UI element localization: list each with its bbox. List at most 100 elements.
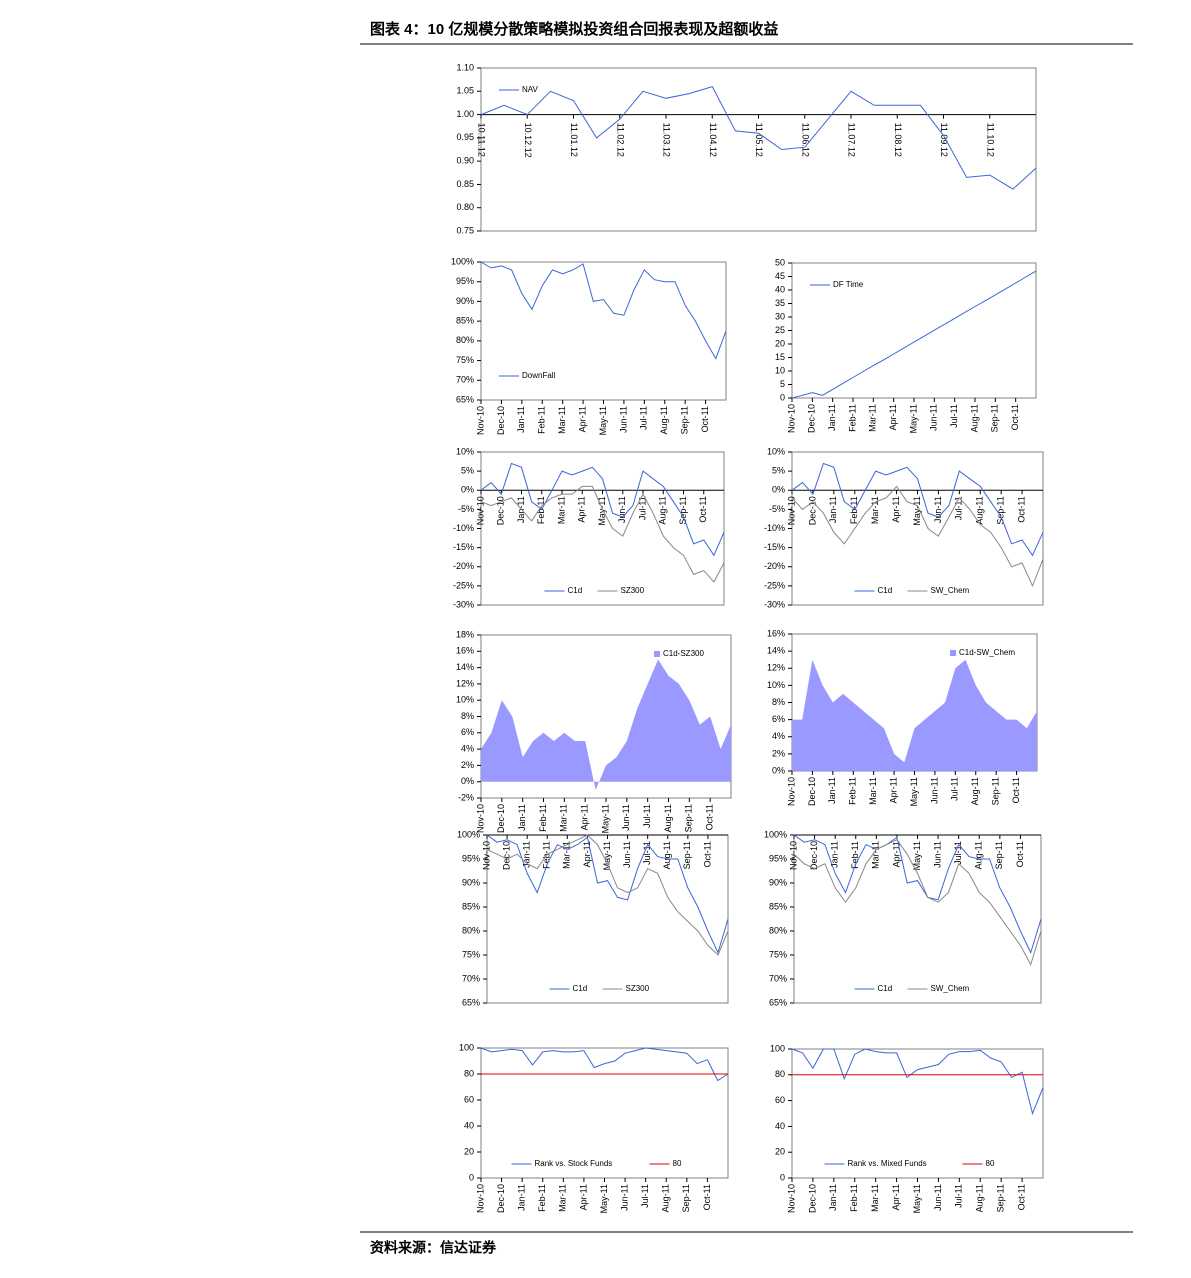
x-tick-label: Jun-11 bbox=[621, 804, 631, 831]
y-tick-label: 18% bbox=[456, 629, 474, 639]
x-tick-label: Jan-11 bbox=[516, 406, 526, 433]
y-tick-label: 85% bbox=[769, 901, 787, 911]
legend-label: C1d bbox=[573, 984, 588, 993]
y-tick-label: 0.90 bbox=[456, 156, 474, 166]
x-tick-label: Dec-10 bbox=[807, 496, 817, 525]
x-tick-label: 11.08.12 bbox=[893, 123, 903, 157]
legend-label: SW_Chem bbox=[931, 984, 970, 993]
x-tick-label: May-11 bbox=[600, 804, 610, 833]
y-tick-label: 80% bbox=[462, 925, 480, 935]
x-tick-label: Jul-11 bbox=[950, 777, 960, 801]
x-tick-label: Nov-10 bbox=[475, 496, 485, 525]
legend-label: SZ300 bbox=[621, 586, 645, 595]
y-tick-label: 0 bbox=[780, 392, 785, 402]
x-tick-label: Oct-11 bbox=[705, 804, 715, 830]
legend-label: C1d-SZ300 bbox=[663, 649, 704, 658]
x-tick-label: May-11 bbox=[599, 1184, 609, 1213]
y-tick-label: 0% bbox=[461, 776, 474, 786]
x-tick-label: May-11 bbox=[912, 841, 922, 870]
y-tick-label: 90% bbox=[456, 296, 474, 306]
y-tick-label: 100% bbox=[457, 829, 480, 839]
x-tick-label: Feb-11 bbox=[848, 777, 858, 805]
y-tick-label: 70% bbox=[462, 973, 480, 983]
y-tick-label: 12% bbox=[456, 678, 474, 688]
y-tick-label: 75% bbox=[769, 949, 787, 959]
x-tick-label: Feb-11 bbox=[847, 404, 857, 432]
y-tick-label: 85% bbox=[456, 316, 474, 326]
y-tick-label: 80% bbox=[456, 335, 474, 345]
x-tick-label: Sep-11 bbox=[678, 496, 688, 524]
y-tick-label: 0 bbox=[780, 1172, 785, 1182]
y-tick-label: 15 bbox=[775, 352, 785, 362]
y-tick-label: 30 bbox=[775, 311, 785, 321]
legend-label: NAV bbox=[522, 85, 539, 94]
y-tick-label: 0% bbox=[772, 485, 785, 495]
y-tick-label: 5% bbox=[772, 466, 785, 476]
y-tick-label: -5% bbox=[769, 504, 785, 514]
x-tick-label: Apr-11 bbox=[891, 1184, 901, 1210]
legend-label: C1d-SW_Chem bbox=[959, 648, 1015, 657]
series-line bbox=[793, 834, 1042, 954]
y-tick-label: 45 bbox=[775, 271, 785, 281]
series-line bbox=[793, 839, 1042, 966]
y-tick-label: 5% bbox=[461, 466, 474, 476]
x-tick-label: Apr-11 bbox=[888, 404, 898, 430]
plot-frame bbox=[791, 262, 1037, 399]
y-tick-label: 1.10 bbox=[456, 62, 474, 72]
legend-label: SZ300 bbox=[626, 984, 650, 993]
x-tick-label: Jul-11 bbox=[639, 406, 649, 430]
series-line bbox=[480, 261, 727, 360]
x-tick-label: Aug-11 bbox=[974, 841, 984, 869]
x-tick-label: Feb-11 bbox=[850, 841, 860, 869]
x-tick-label: May-11 bbox=[602, 841, 612, 870]
y-tick-label: 40 bbox=[775, 284, 785, 294]
x-tick-label: Jul-11 bbox=[640, 1184, 650, 1208]
legend-swatch bbox=[950, 650, 956, 656]
y-tick-label: 1.00 bbox=[456, 109, 474, 119]
legend-label: 80 bbox=[673, 1159, 682, 1168]
x-tick-label: May-11 bbox=[597, 496, 607, 525]
x-tick-label: Apr-11 bbox=[577, 496, 587, 522]
y-tick-label: 16% bbox=[456, 646, 474, 656]
y-tick-label: 80 bbox=[464, 1068, 474, 1078]
y-tick-label: 14% bbox=[456, 662, 474, 672]
x-tick-label: Nov-10 bbox=[786, 404, 796, 433]
y-tick-label: 70% bbox=[456, 375, 474, 385]
y-tick-label: 5 bbox=[780, 379, 785, 389]
x-tick-label: Jun-11 bbox=[617, 496, 627, 523]
source-note: 资料来源：信达证券 bbox=[370, 1240, 497, 1256]
x-tick-label: Nov-10 bbox=[475, 406, 485, 435]
x-tick-label: Jan-11 bbox=[517, 1184, 527, 1211]
x-tick-label: Oct-11 bbox=[1016, 1184, 1026, 1210]
x-tick-label: Mar-11 bbox=[557, 406, 567, 434]
x-tick-label: Dec-10 bbox=[807, 404, 817, 433]
x-tick-label: Jul-11 bbox=[642, 841, 652, 865]
x-tick-label: Mar-11 bbox=[559, 804, 569, 832]
y-tick-label: 65% bbox=[456, 394, 474, 404]
y-tick-label: -20% bbox=[453, 561, 474, 571]
x-tick-label: Oct-11 bbox=[698, 496, 708, 522]
x-tick-label: 11.02.12 bbox=[615, 123, 625, 157]
x-tick-label: Aug-11 bbox=[969, 404, 979, 432]
legend-label: DF Time bbox=[833, 280, 864, 289]
x-tick-label: Jan-11 bbox=[522, 841, 532, 868]
y-tick-label: 25 bbox=[775, 325, 785, 335]
x-tick-label: May-11 bbox=[909, 777, 919, 806]
y-tick-label: 95% bbox=[456, 276, 474, 286]
y-tick-label: 20 bbox=[464, 1146, 474, 1156]
y-tick-label: 10% bbox=[456, 446, 474, 456]
y-tick-label: -15% bbox=[764, 542, 785, 552]
y-tick-label: 40 bbox=[775, 1121, 785, 1131]
y-tick-label: 0.75 bbox=[456, 225, 474, 235]
y-tick-label: 8% bbox=[772, 697, 785, 707]
x-tick-label: Nov-10 bbox=[481, 841, 491, 870]
y-tick-label: 100% bbox=[451, 256, 474, 266]
y-tick-label: 90% bbox=[462, 877, 480, 887]
y-tick-label: 100 bbox=[459, 1042, 474, 1052]
x-tick-label: Mar-11 bbox=[870, 1184, 880, 1212]
y-tick-label: -25% bbox=[453, 580, 474, 590]
y-tick-label: -30% bbox=[764, 599, 785, 609]
y-tick-label: 80 bbox=[775, 1069, 785, 1079]
y-tick-label: 12% bbox=[767, 663, 785, 673]
y-tick-label: 65% bbox=[769, 997, 787, 1007]
